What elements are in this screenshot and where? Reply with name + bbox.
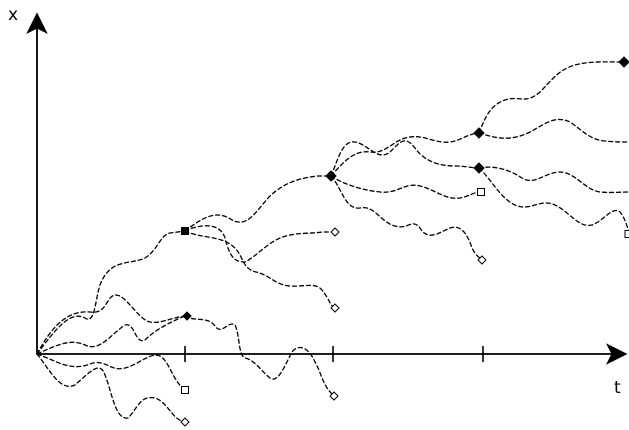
sample-path xyxy=(36,353,186,423)
terminated-node-open xyxy=(329,391,339,401)
sample-path xyxy=(184,230,336,309)
sample-path xyxy=(330,175,481,199)
terminated-node-open xyxy=(330,303,340,313)
sample-path xyxy=(36,353,186,391)
y-axis-label: x xyxy=(8,5,18,25)
sample-path xyxy=(184,225,335,263)
x-axis-label: t xyxy=(614,378,621,398)
sample-path xyxy=(36,315,186,355)
branch-node-filled xyxy=(473,162,485,174)
sample-path xyxy=(36,294,186,355)
terminated-node-open xyxy=(330,227,340,237)
sample-path xyxy=(330,132,480,177)
sample-path xyxy=(184,315,335,397)
sample-path xyxy=(184,175,332,232)
terminated-node-open xyxy=(181,386,189,394)
sample-path xyxy=(478,166,629,194)
sample-path xyxy=(330,140,480,177)
terminated-node-open xyxy=(477,188,485,196)
branch-node-filled xyxy=(473,127,485,139)
sample-path xyxy=(478,167,629,235)
branch-node-filled xyxy=(181,227,189,235)
branch-node-filled xyxy=(182,311,192,321)
branch-node-filled xyxy=(325,170,337,182)
sample-path xyxy=(478,118,629,143)
terminated-node-open xyxy=(624,230,629,238)
branch-node-filled xyxy=(618,56,629,68)
sample-path xyxy=(36,230,186,355)
sample-path xyxy=(330,175,483,261)
terminated-node-open xyxy=(477,255,487,265)
terminated-node-open xyxy=(180,417,190,427)
sample-path xyxy=(478,61,625,134)
